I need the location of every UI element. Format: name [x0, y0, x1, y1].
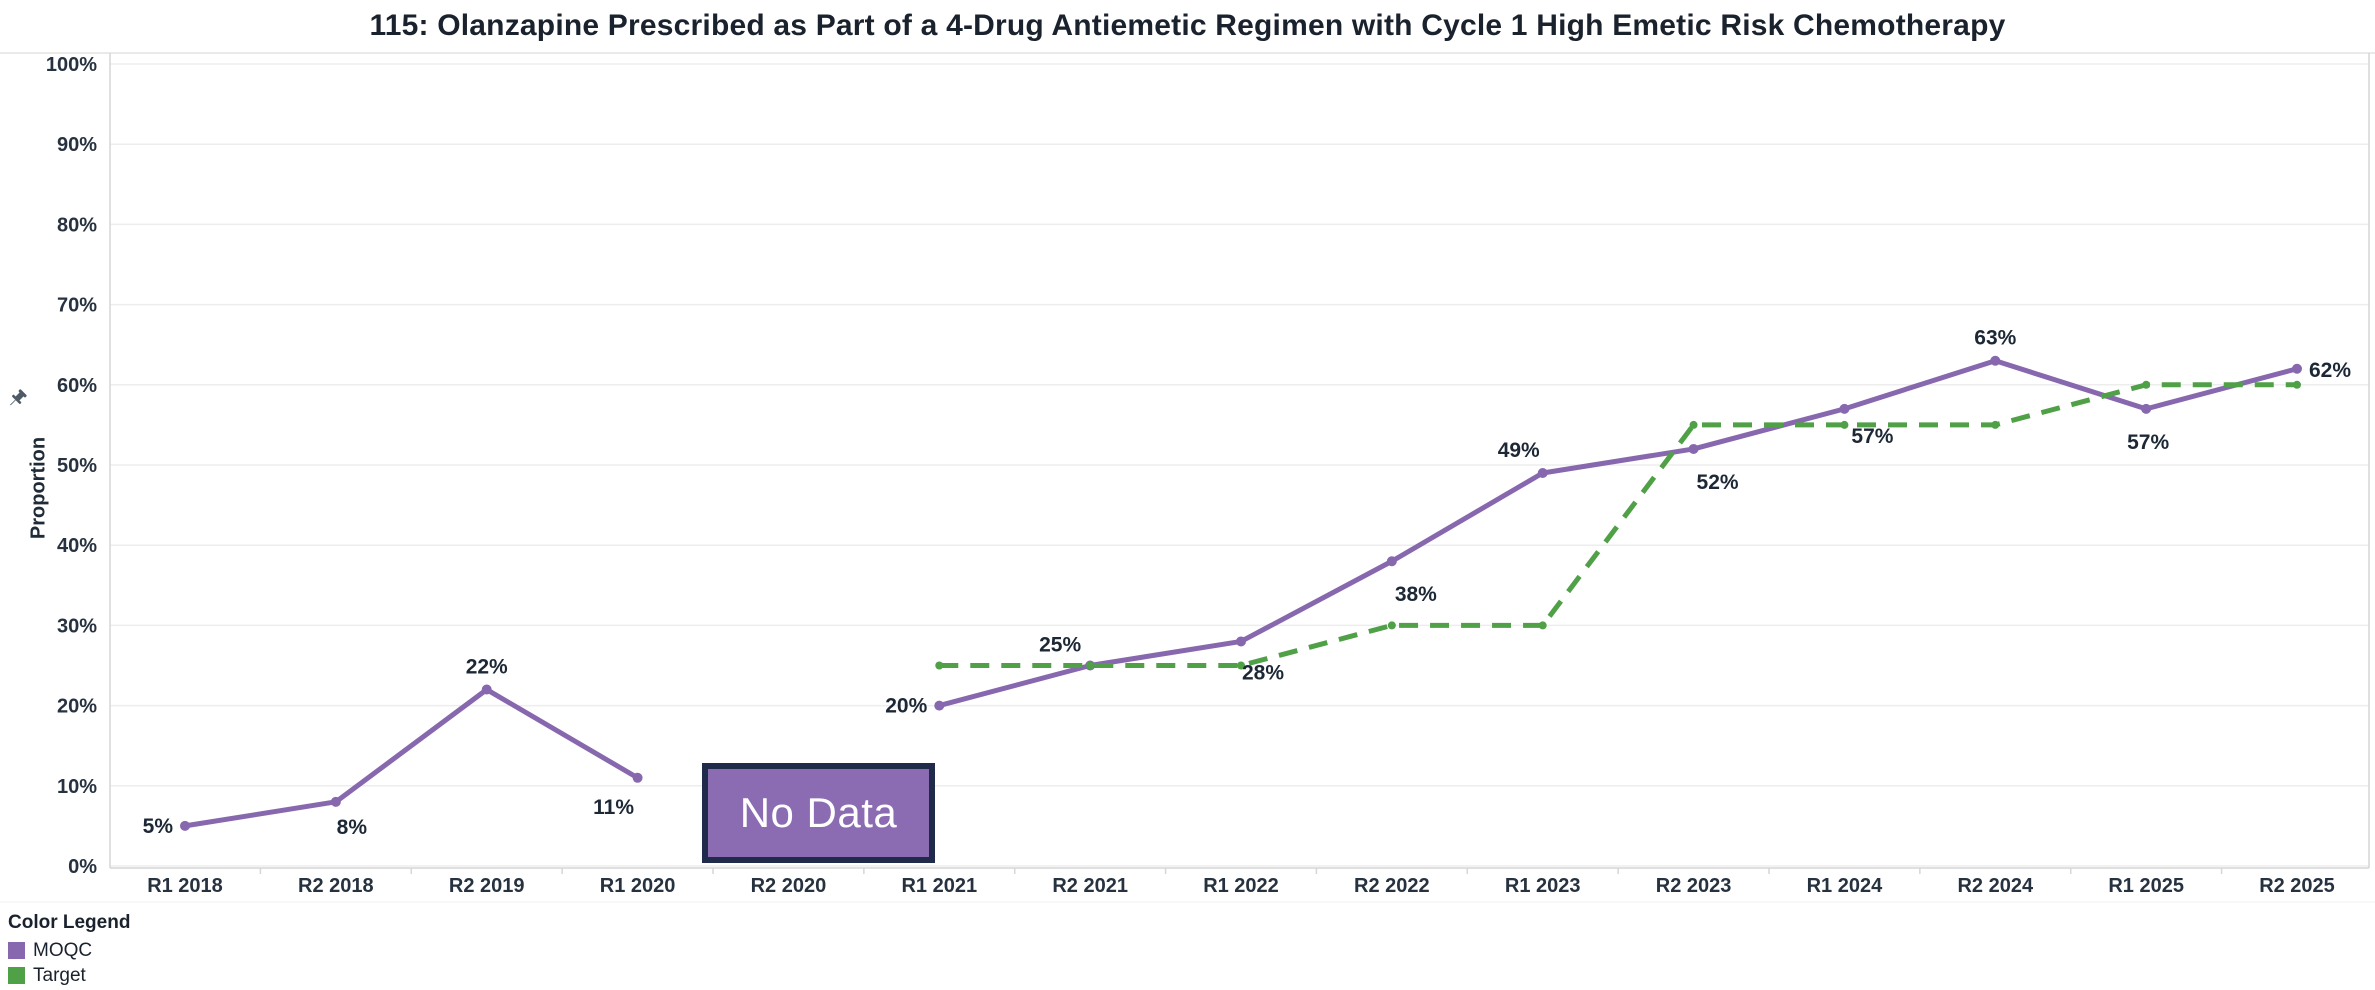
- chart-title: 115: Olanzapine Prescribed as Part of a …: [369, 9, 2006, 42]
- svg-text:40%: 40%: [57, 535, 97, 557]
- svg-text:R2 2025: R2 2025: [2259, 875, 2335, 897]
- svg-text:62%: 62%: [2309, 359, 2351, 382]
- legend-label-moqc: MOQC: [33, 939, 93, 961]
- legend-item-target[interactable]: Target: [8, 963, 130, 988]
- svg-text:63%: 63%: [1974, 327, 2016, 350]
- svg-text:60%: 60%: [57, 375, 97, 397]
- svg-text:80%: 80%: [57, 214, 97, 236]
- svg-text:22%: 22%: [466, 656, 508, 679]
- svg-text:R1 2020: R1 2020: [600, 875, 676, 897]
- svg-text:8%: 8%: [337, 816, 368, 839]
- legend-item-moqc[interactable]: MOQC: [8, 938, 130, 963]
- svg-text:57%: 57%: [1851, 425, 1893, 448]
- svg-text:57%: 57%: [2127, 431, 2169, 454]
- svg-text:R2 2022: R2 2022: [1354, 875, 1430, 897]
- svg-text:28%: 28%: [1242, 661, 1284, 684]
- svg-text:R2 2024: R2 2024: [1957, 875, 2033, 897]
- pinned-axis-icon: [10, 389, 27, 406]
- svg-text:30%: 30%: [57, 615, 97, 637]
- svg-text:38%: 38%: [1395, 583, 1437, 606]
- svg-text:R1 2025: R1 2025: [2108, 875, 2184, 897]
- legend-label-target: Target: [33, 964, 86, 986]
- y-axis-title: Proportion: [27, 436, 50, 540]
- svg-text:R2 2021: R2 2021: [1052, 875, 1128, 897]
- svg-text:R1 2021: R1 2021: [901, 875, 977, 897]
- svg-text:25%: 25%: [1039, 634, 1081, 657]
- svg-text:20%: 20%: [885, 695, 927, 718]
- svg-text:20%: 20%: [57, 696, 97, 718]
- no-data-box: No Data: [702, 763, 935, 863]
- no-data-label: No Data: [739, 789, 898, 836]
- svg-text:11%: 11%: [593, 796, 634, 819]
- svg-text:R2 2019: R2 2019: [449, 875, 525, 897]
- svg-text:R2 2018: R2 2018: [298, 875, 374, 897]
- moqc-swatch: [8, 942, 25, 959]
- svg-text:70%: 70%: [57, 295, 97, 317]
- svg-text:10%: 10%: [57, 776, 97, 798]
- svg-text:R1 2023: R1 2023: [1505, 875, 1581, 897]
- svg-text:R1 2018: R1 2018: [147, 875, 223, 897]
- target-swatch: [8, 967, 25, 984]
- svg-text:52%: 52%: [1697, 471, 1739, 494]
- svg-text:R2 2020: R2 2020: [751, 875, 827, 897]
- svg-text:R2 2023: R2 2023: [1656, 875, 1732, 897]
- legend-heading: Color Legend: [8, 912, 131, 933]
- color-legend: Color Legend MOQC Target: [8, 912, 130, 988]
- svg-text:100%: 100%: [46, 54, 97, 76]
- svg-text:R1 2022: R1 2022: [1203, 875, 1279, 897]
- svg-text:50%: 50%: [57, 455, 97, 477]
- svg-text:49%: 49%: [1498, 439, 1540, 462]
- svg-text:0%: 0%: [68, 856, 97, 878]
- svg-text:R1 2024: R1 2024: [1807, 875, 1883, 897]
- svg-text:5%: 5%: [143, 815, 174, 838]
- svg-text:90%: 90%: [57, 134, 97, 156]
